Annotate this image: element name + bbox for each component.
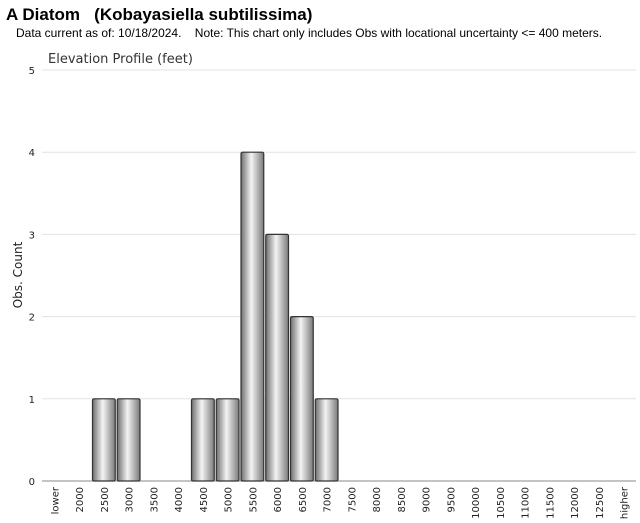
x-tick-label: 11000 <box>521 487 532 519</box>
bar <box>240 151 265 482</box>
x-tick-label: 7000 <box>323 487 334 512</box>
x-tick-label: 3000 <box>125 487 136 512</box>
x-tick-label: 9000 <box>422 487 433 512</box>
x-tick-label: 5000 <box>224 487 235 512</box>
x-tick-label: lower <box>50 486 61 514</box>
y-tick-label: 2 <box>29 313 35 324</box>
chart-title: Elevation Profile (feet) <box>48 52 193 67</box>
x-tick-label: 4500 <box>199 487 210 512</box>
y-tick-label: 3 <box>29 230 35 241</box>
bar <box>265 233 290 482</box>
x-tick-label: 2000 <box>75 487 86 512</box>
data-note: Data current as of: 10/18/2024. Note: Th… <box>16 26 603 40</box>
x-tick-label: 8500 <box>397 487 408 512</box>
x-tick-label: 5500 <box>248 487 259 512</box>
x-tick-label: 12000 <box>570 487 581 519</box>
x-tick-label: higher <box>620 486 631 519</box>
x-tick-label: 8000 <box>372 487 383 512</box>
bar <box>215 398 240 482</box>
x-tick-label: 10500 <box>496 487 507 519</box>
x-tick-label: 12500 <box>595 487 606 519</box>
bar <box>314 398 339 482</box>
x-tick-label: 9500 <box>446 487 457 512</box>
bar <box>190 398 215 482</box>
y-tick-label: 1 <box>29 395 35 406</box>
bar <box>289 316 314 482</box>
x-tick-label: 4000 <box>174 487 185 512</box>
x-tick-label: 10000 <box>471 487 482 519</box>
x-tick-label: 2500 <box>100 487 111 512</box>
bar <box>91 398 116 482</box>
x-tick-label: 7500 <box>347 487 358 512</box>
x-tick-label: 11500 <box>545 487 556 519</box>
page-title: A Diatom (Kobayasiella subtilissima) <box>6 5 313 24</box>
y-tick-label: 0 <box>29 477 35 488</box>
x-tick-label: 6000 <box>273 487 284 512</box>
bar <box>116 398 141 482</box>
y-axis-label: Obs. Count <box>11 241 25 308</box>
y-tick-label: 4 <box>29 148 35 159</box>
x-tick-label: 6500 <box>298 487 309 512</box>
x-tick-label: 3500 <box>149 487 160 512</box>
y-tick-label: 5 <box>29 66 35 77</box>
